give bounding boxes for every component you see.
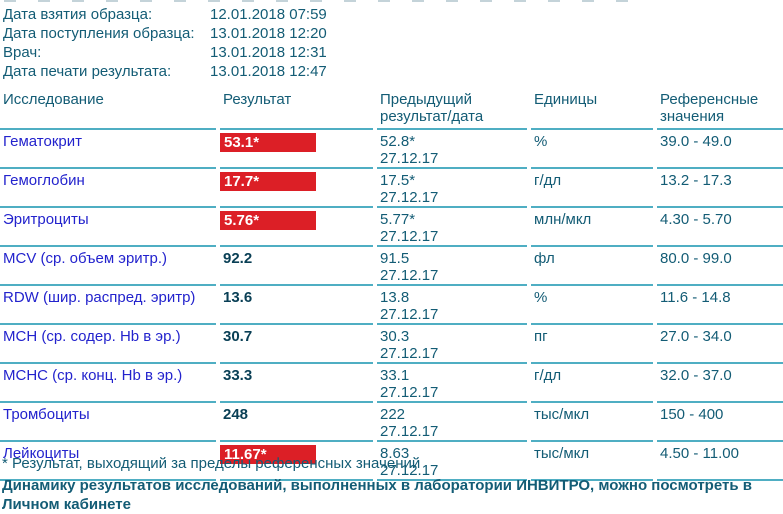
units: млн/мкл [531, 206, 653, 245]
clipped-text-remnant [4, 0, 640, 2]
previous-result-date: 27.12.17 [380, 462, 439, 479]
test-name: RDW (шир. распред. эритр) [3, 289, 196, 306]
test-name: MCHC (ср. конц. Hb в эр.) [3, 367, 183, 384]
dynamics-note: Динамику результатов исследований, выпол… [2, 476, 783, 514]
table-row: Лейкоциты 11.67* 8.63 27.12.17 тыс/мкл 4.… [0, 440, 783, 481]
units: % [531, 128, 653, 167]
previous-result: 30.3 [380, 328, 410, 345]
meta-row-doctor: Врач: 13.01.2018 12:31 [3, 43, 327, 62]
units: г/дл [531, 167, 653, 206]
units: г/дл [531, 362, 653, 401]
test-name: Лейкоциты [3, 445, 80, 462]
previous-result: 222 [380, 406, 406, 423]
units: тыс/мкл [531, 440, 653, 481]
reference-range: 4.50 - 11.00 [657, 440, 783, 481]
test-name: Тромбоциты [3, 406, 90, 423]
table-row: MCV (ср. объем эритр.) 92.2 91.5 27.12.17… [0, 245, 783, 284]
units: пг [531, 323, 653, 362]
result-value: 248 [223, 406, 249, 423]
previous-result-date: 27.12.17 [380, 345, 439, 362]
reference-range: 80.0 - 99.0 [657, 245, 783, 284]
reference-range: 27.0 - 34.0 [657, 323, 783, 362]
previous-result-date: 27.12.17 [380, 267, 439, 284]
meta-value: 13.01.2018 12:31 [210, 44, 327, 61]
meta-label: Дата взятия образца: [3, 6, 153, 23]
meta-row-sample-received: Дата поступления образца: 13.01.2018 12:… [3, 24, 327, 43]
previous-result-date: 27.12.17 [380, 189, 439, 206]
previous-result-date: 27.12.17 [380, 423, 439, 440]
reference-range: 4.30 - 5.70 [657, 206, 783, 245]
previous-result-date: 27.12.17 [380, 228, 439, 245]
dynamics-note-line1: Динамику результатов исследований, выпол… [2, 477, 752, 494]
previous-result: 8.63 [380, 445, 410, 462]
table-row: Эритроциты 5.76* 5.77* 27.12.17 млн/мкл 4… [0, 206, 783, 245]
meta-label: Врач: [3, 44, 42, 61]
meta-label: Дата печати результата: [3, 63, 172, 80]
result-value: 33.3 [223, 367, 253, 384]
test-name: MCV (ср. объем эритр.) [3, 250, 168, 267]
result-value-flagged: 17.7* [220, 172, 316, 191]
reference-range: 32.0 - 37.0 [657, 362, 783, 401]
table-row: MCH (ср. содер. Hb в эр.) 30.7 30.3 27.12… [0, 323, 783, 362]
previous-result-date: 27.12.17 [380, 384, 439, 401]
meta-value: 13.01.2018 12:47 [210, 63, 327, 80]
col-header-units: Единицы [534, 91, 598, 108]
reference-range: 150 - 400 [657, 401, 783, 440]
previous-result: 33.1 [380, 367, 410, 384]
previous-result: 13.8 [380, 289, 410, 306]
sample-meta-block: Дата взятия образца: 12.01.2018 07:59 Да… [3, 5, 327, 81]
previous-result: 52.8* [380, 133, 416, 150]
units: фл [531, 245, 653, 284]
units: тыс/мкл [531, 401, 653, 440]
col-header-previous: Предыдущий результат/дата [380, 91, 484, 125]
meta-label: Дата поступления образца: [3, 25, 195, 42]
reference-range: 11.6 - 14.8 [657, 284, 783, 323]
col-header-test: Исследование [3, 91, 104, 108]
col-header-reference: Референсные значения [660, 91, 759, 125]
results-table: Исследование Результат Предыдущий резуль… [0, 88, 783, 481]
table-row: RDW (шир. распред. эритр) 13.6 13.8 27.12… [0, 284, 783, 323]
test-name: Эритроциты [3, 211, 89, 228]
previous-result: 91.5 [380, 250, 410, 267]
previous-result-date: 27.12.17 [380, 306, 439, 323]
units: % [531, 284, 653, 323]
previous-result: 17.5* [380, 172, 416, 189]
result-value: 92.2 [223, 250, 253, 267]
result-value: 30.7 [223, 328, 253, 345]
table-row: Гематокрит 53.1* 52.8* 27.12.17 % 39.0 - … [0, 128, 783, 167]
previous-result: 5.77* [380, 211, 416, 228]
table-row: Тромбоциты 248 222 27.12.17 тыс/мкл 150 -… [0, 401, 783, 440]
out-of-range-footnote: * Результат, выходящий за пределы рефере… [2, 455, 421, 472]
reference-range: 13.2 - 17.3 [657, 167, 783, 206]
table-row: Гемоглобин 17.7* 17.5* 27.12.17 г/дл 13.2… [0, 167, 783, 206]
meta-value: 12.01.2018 07:59 [210, 6, 327, 23]
meta-row-printed: Дата печати результата: 13.01.2018 12:47 [3, 62, 327, 81]
previous-result-date: 27.12.17 [380, 150, 439, 167]
result-value-flagged: 11.67* [220, 445, 316, 464]
dynamics-note-line2: Личном кабинете [2, 496, 131, 513]
test-name: Гемоглобин [3, 172, 85, 189]
table-header-row: Исследование Результат Предыдущий резуль… [0, 88, 783, 128]
test-name: MCH (ср. содер. Hb в эр.) [3, 328, 181, 345]
reference-range: 39.0 - 49.0 [657, 128, 783, 167]
meta-value: 13.01.2018 12:20 [210, 25, 327, 42]
table-row: MCHC (ср. конц. Hb в эр.) 33.3 33.1 27.12… [0, 362, 783, 401]
col-header-result: Результат [223, 91, 292, 108]
result-value-flagged: 5.76* [220, 211, 316, 230]
test-name: Гематокрит [3, 133, 82, 150]
result-value-flagged: 53.1* [220, 133, 316, 152]
meta-row-sample-taken: Дата взятия образца: 12.01.2018 07:59 [3, 5, 327, 24]
result-value: 13.6 [223, 289, 253, 306]
